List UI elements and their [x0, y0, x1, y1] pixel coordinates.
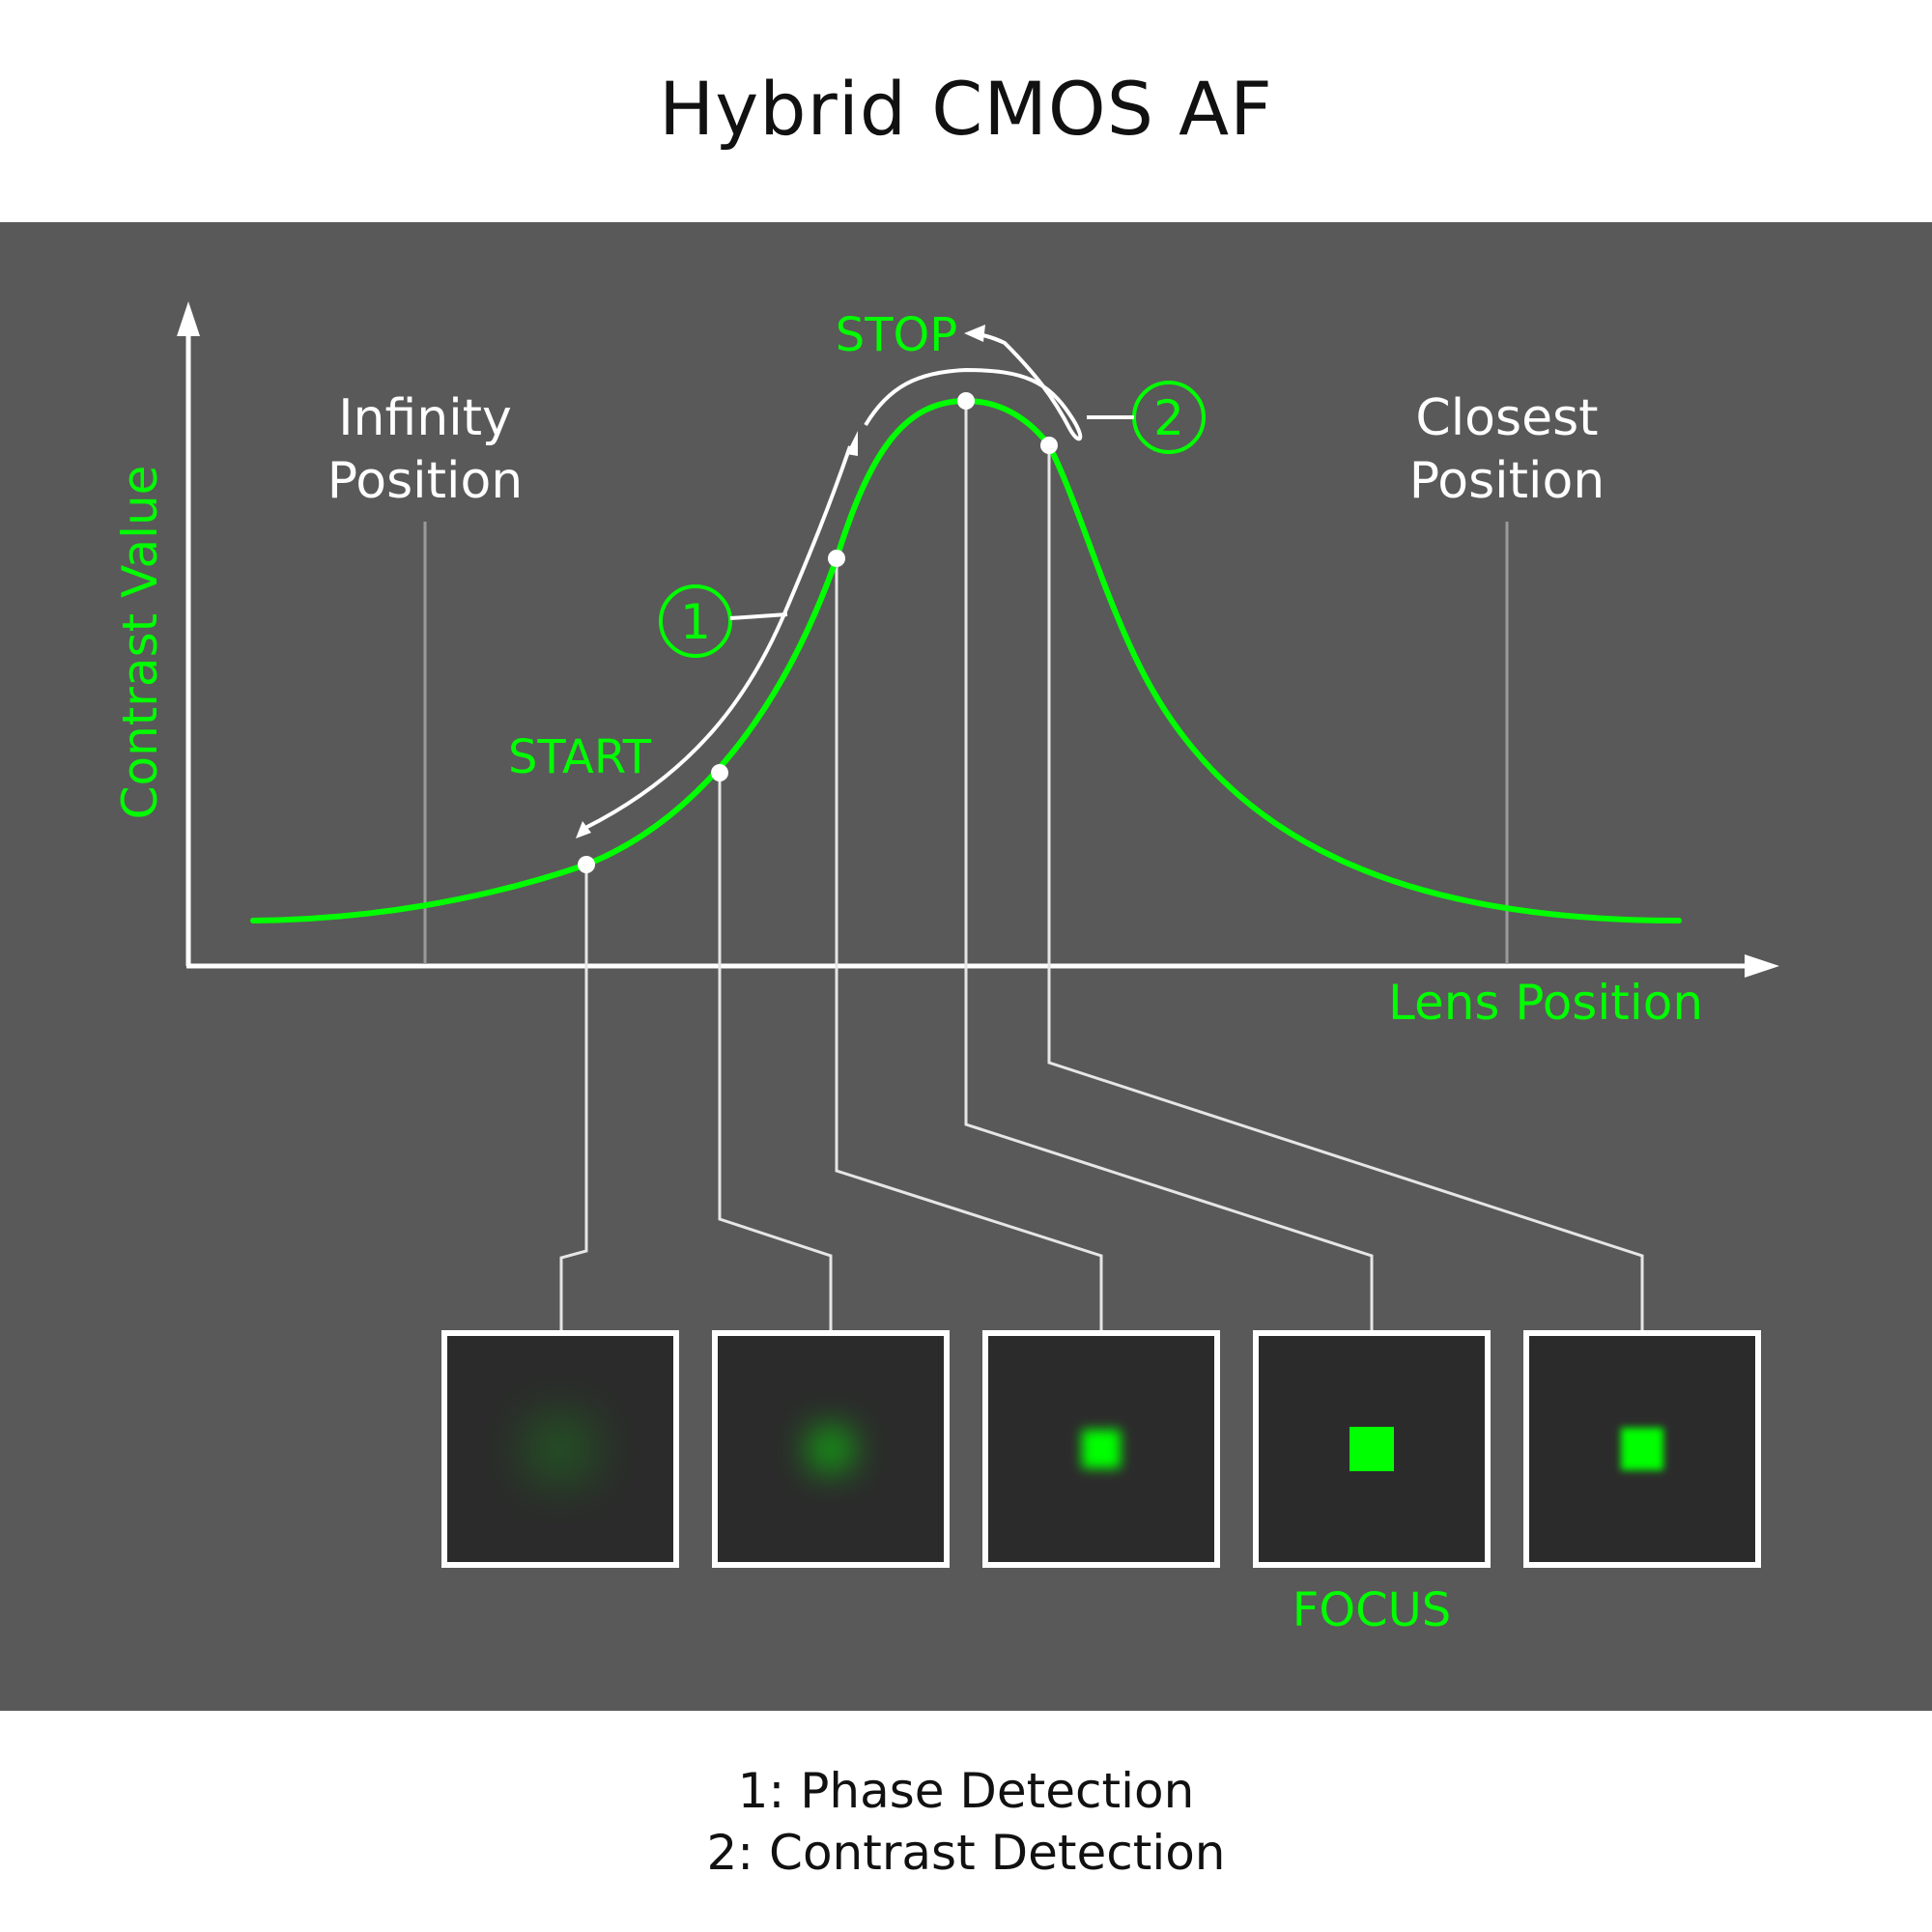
thumbnail-2-spot: [811, 1430, 850, 1468]
curve-point-5: [1040, 437, 1058, 454]
phase-detection-path: [582, 445, 852, 831]
focus-thumbnails: [441, 1330, 1761, 1568]
stop-label: STOP: [836, 308, 958, 362]
curve-points: [578, 392, 1058, 873]
page-title: Hybrid CMOS AF: [659, 66, 1273, 152]
step-1-circle: [659, 584, 732, 658]
phase-path-start-arrow-icon: [576, 821, 591, 838]
curve-point-4: [957, 392, 975, 410]
connector-5: [1047, 445, 1644, 1331]
thumbnail-5: [1523, 1330, 1761, 1568]
legend-item-phase: 1: Phase Detection: [737, 1763, 1195, 1819]
start-label: START: [508, 730, 652, 784]
thumbnail-4: [1253, 1330, 1491, 1568]
thumbnail-3-spot: [1082, 1430, 1121, 1468]
connector-3: [835, 558, 1103, 1331]
closest-label-line2: Position: [1409, 452, 1605, 510]
curve-point-3: [828, 550, 845, 567]
connector-1: [559, 865, 588, 1331]
infinity-label-line1: Infinity: [338, 389, 512, 447]
contrast-detection-path: [864, 331, 1083, 441]
legend-item-contrast: 2: Contrast Detection: [706, 1825, 1226, 1881]
infinity-label-line2: Position: [327, 452, 523, 510]
connector-lines: [559, 401, 1644, 1331]
curve-point-2: [711, 764, 728, 781]
thumbnail-5-spot: [1621, 1428, 1663, 1470]
legend: 1: Phase Detection 2: Contrast Detection: [0, 1760, 1932, 1884]
connector-4: [964, 401, 1374, 1331]
connector-2: [718, 773, 833, 1331]
y-axis-label: Contrast Value: [112, 466, 168, 820]
curve-point-1: [578, 856, 595, 873]
y-axis-arrow-icon: [177, 301, 200, 336]
thumbnail-3: [982, 1330, 1220, 1568]
thumbnail-1-spot: [541, 1430, 580, 1468]
closest-label-line1: Closest: [1415, 389, 1598, 447]
x-axis-label: Lens Position: [1388, 975, 1703, 1031]
thumbnail-4-spot: [1350, 1427, 1394, 1471]
x-axis-arrow-icon: [1745, 954, 1779, 978]
thumbnail-1: [441, 1330, 679, 1568]
thumbnail-2: [712, 1330, 950, 1568]
stop-arrow-icon: [964, 325, 985, 342]
step-1-number: 1: [680, 594, 711, 650]
step-2-number: 2: [1153, 390, 1184, 446]
focus-label: FOCUS: [1293, 1583, 1452, 1637]
step-1-leader: [729, 612, 788, 620]
phase-path-end-arrow-icon: [846, 431, 858, 456]
